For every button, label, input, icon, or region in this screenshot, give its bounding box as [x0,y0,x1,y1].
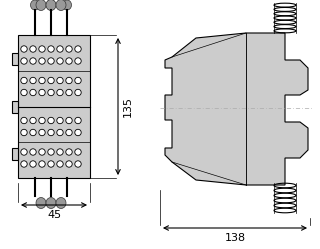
Circle shape [30,149,36,155]
Circle shape [66,129,72,136]
Circle shape [30,46,36,52]
Bar [12,148,18,160]
Circle shape [66,46,72,52]
Circle shape [39,161,45,167]
Circle shape [21,129,27,136]
Circle shape [48,117,54,124]
Ellipse shape [30,0,39,10]
Circle shape [30,161,36,167]
Text: 45: 45 [47,210,61,220]
Circle shape [39,117,45,124]
Circle shape [21,161,27,167]
Ellipse shape [36,197,46,208]
Circle shape [39,77,45,84]
Circle shape [66,161,72,167]
Circle shape [66,89,72,96]
Polygon shape [165,33,308,185]
Circle shape [48,89,54,96]
Ellipse shape [46,0,55,10]
Ellipse shape [36,0,46,10]
Circle shape [66,77,72,84]
Circle shape [75,89,81,96]
Circle shape [75,161,81,167]
Circle shape [75,129,81,136]
Text: 135: 135 [123,96,133,117]
Circle shape [21,58,27,64]
Circle shape [21,89,27,96]
Circle shape [66,58,72,64]
Circle shape [48,129,54,136]
Circle shape [39,89,45,96]
Circle shape [57,129,63,136]
Ellipse shape [46,0,56,10]
Ellipse shape [46,197,56,208]
Circle shape [21,149,27,155]
Circle shape [57,161,63,167]
Circle shape [48,58,54,64]
Ellipse shape [56,197,66,208]
Circle shape [30,77,36,84]
Circle shape [21,46,27,52]
Circle shape [75,58,81,64]
Circle shape [39,129,45,136]
Circle shape [75,77,81,84]
Circle shape [30,117,36,124]
Circle shape [21,117,27,124]
Text: 138: 138 [224,233,245,243]
Circle shape [75,117,81,124]
Bar [18,35,90,178]
Circle shape [57,149,63,155]
Circle shape [48,46,54,52]
Circle shape [48,161,54,167]
Bar [12,101,18,113]
Circle shape [21,77,27,84]
Ellipse shape [62,0,71,10]
Circle shape [57,46,63,52]
Circle shape [48,149,54,155]
Circle shape [57,89,63,96]
Bar [12,53,18,65]
Circle shape [30,89,36,96]
Circle shape [30,129,36,136]
Circle shape [57,77,63,84]
Circle shape [66,149,72,155]
Circle shape [39,58,45,64]
Circle shape [30,58,36,64]
Circle shape [57,117,63,124]
Circle shape [75,149,81,155]
Circle shape [48,77,54,84]
Circle shape [57,58,63,64]
Circle shape [39,46,45,52]
Ellipse shape [56,0,66,10]
Circle shape [66,117,72,124]
Circle shape [39,149,45,155]
Circle shape [75,46,81,52]
